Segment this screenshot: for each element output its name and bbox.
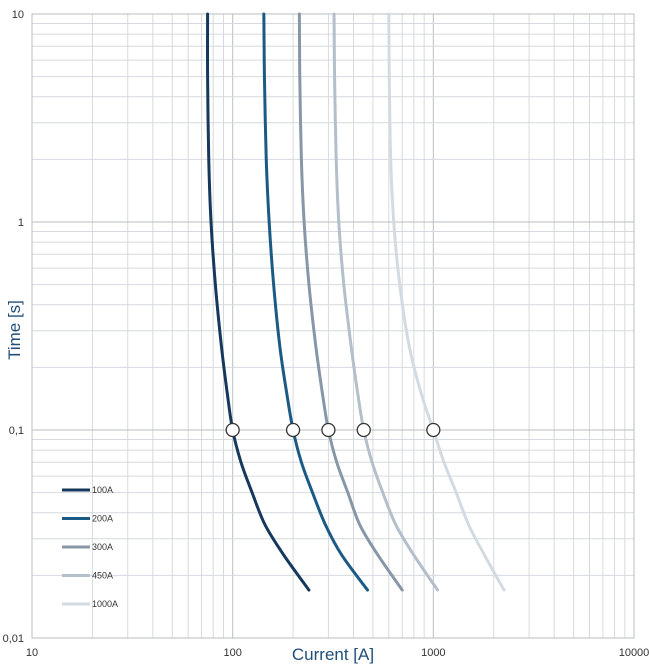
series-marker-300A <box>321 422 336 438</box>
series-line-450A <box>332 12 440 592</box>
legend-label-100A: 100A <box>92 485 113 495</box>
y-tick-label: 0,1 <box>9 425 24 437</box>
series-line-200A <box>262 12 370 592</box>
y-tick-label: 1 <box>18 217 24 229</box>
y-tick-label: 10 <box>12 9 24 21</box>
x-tick-label: 10 <box>26 647 38 659</box>
series-line-300A <box>297 12 404 592</box>
series-marker-200A <box>285 422 301 438</box>
x-tick-label: 10000 <box>619 647 649 659</box>
legend: 100A 200A 300A 450A 1000A <box>62 485 118 609</box>
series-marker-450A <box>356 422 371 438</box>
marker-layer <box>225 422 441 438</box>
legend-label-450A: 450A <box>92 571 113 581</box>
x-tick-label: 1000 <box>421 647 445 659</box>
grid <box>31 13 635 639</box>
legend-label-200A: 200A <box>92 514 113 524</box>
series-line-1000A <box>387 12 506 592</box>
series-marker-100A <box>225 422 240 438</box>
y-axis-title: Time [s] <box>5 300 24 360</box>
series-marker-1000A <box>426 422 441 438</box>
x-tick-labels: 10 100 1000 10000 <box>26 647 649 659</box>
x-tick-label: 100 <box>223 647 241 659</box>
legend-label-300A: 300A <box>92 542 113 552</box>
series-line-100A <box>206 12 311 592</box>
series-layer <box>206 12 506 592</box>
y-tick-label: 0,01 <box>3 633 24 645</box>
y-tick-labels: 0,01 0,1 1 10 <box>3 9 24 645</box>
legend-label-1000A: 1000A <box>92 599 118 609</box>
x-axis-title: Current [A] <box>292 645 374 664</box>
